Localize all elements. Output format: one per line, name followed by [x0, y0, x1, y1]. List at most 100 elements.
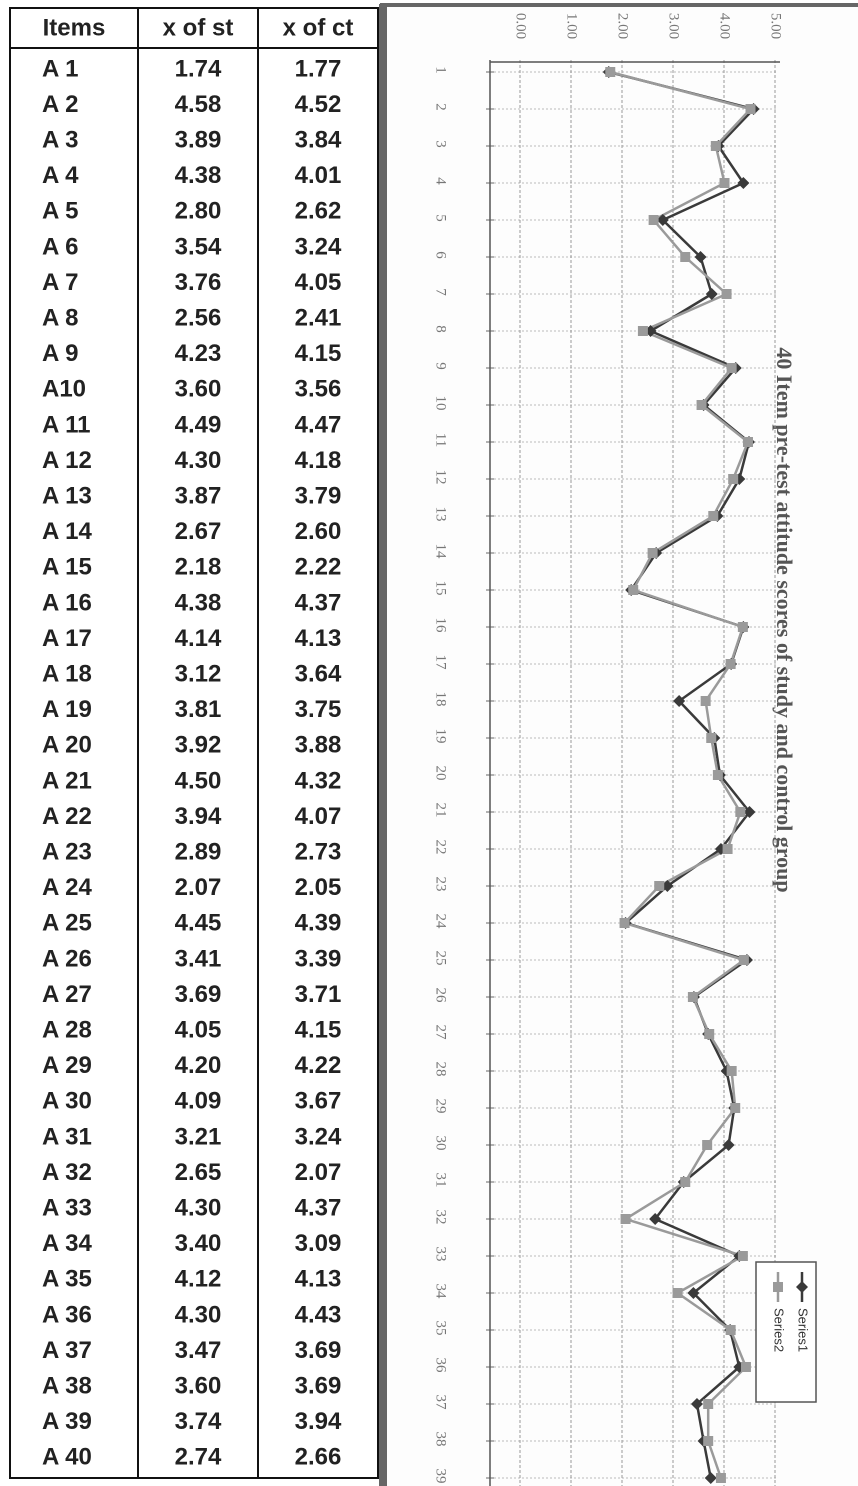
value-cell: 4.01	[295, 162, 342, 189]
item-cell: A 8	[42, 305, 78, 332]
chart-area	[382, 4, 858, 1486]
point-marker	[725, 659, 736, 669]
point-marker	[719, 178, 730, 188]
point-marker	[656, 214, 669, 226]
item-cell: A 17	[42, 625, 92, 652]
point-marker	[628, 585, 639, 595]
point-marker	[673, 695, 686, 707]
value-cell: 2.73	[295, 839, 342, 866]
value-cell: 4.05	[295, 269, 342, 296]
category-label: 17	[433, 655, 449, 671]
value-cell: 4.05	[175, 1017, 222, 1044]
item-cell: A 24	[42, 874, 92, 901]
category-label: 28	[433, 1062, 449, 1077]
value-cell: 2.60	[295, 518, 342, 545]
item-cell: A 20	[42, 732, 92, 759]
item-cell: A 14	[42, 518, 92, 545]
point-marker	[737, 177, 750, 189]
item-cell: A 5	[42, 198, 78, 225]
category-label: 6	[433, 251, 449, 259]
point-marker	[712, 770, 723, 780]
value-tick-label: 2.00	[615, 13, 631, 39]
value-cell: 4.07	[295, 803, 342, 830]
category-label: 38	[433, 1432, 449, 1447]
point-marker	[735, 807, 746, 817]
category-label: 12	[433, 470, 449, 485]
category-label: 21	[433, 803, 449, 818]
item-cell: A 11	[42, 411, 90, 438]
value-cell: 3.94	[295, 1408, 342, 1435]
category-label: 15	[433, 581, 449, 596]
item-cell: A 2	[42, 91, 78, 118]
value-cell: 3.12	[175, 661, 222, 688]
point-marker	[680, 252, 691, 262]
category-label: 32	[433, 1210, 449, 1225]
category-label: 1	[433, 66, 449, 74]
legend-label: Series2	[772, 1308, 787, 1352]
item-cell: A 40	[42, 1444, 92, 1471]
item-cell: A 39	[42, 1408, 92, 1435]
item-cell: A 38	[42, 1373, 92, 1400]
point-marker	[745, 104, 756, 114]
category-label: 2	[433, 103, 449, 111]
category-label: 35	[433, 1321, 449, 1336]
point-marker	[647, 548, 658, 558]
value-cell: 2.07	[175, 874, 222, 901]
value-cell: 2.62	[295, 198, 342, 225]
value-cell: 3.41	[175, 945, 222, 972]
header-cell: Items	[43, 14, 106, 41]
item-cell: A 28	[42, 1017, 92, 1044]
item-cell: A 27	[42, 981, 92, 1008]
item-cell: A 26	[42, 945, 92, 972]
value-cell: 3.84	[295, 127, 342, 154]
value-cell: 4.47	[295, 411, 342, 438]
value-cell: 3.71	[295, 981, 342, 1008]
point-marker	[696, 400, 707, 410]
category-label: 27	[433, 1025, 449, 1041]
point-marker	[738, 955, 749, 965]
item-cell: A 9	[42, 340, 78, 367]
category-label: 20	[433, 766, 449, 781]
header-cell: x of ct	[283, 14, 354, 41]
item-cell: A 12	[42, 447, 92, 474]
item-cell: A 36	[42, 1301, 92, 1328]
category-label: 25	[433, 951, 449, 966]
point-marker	[715, 1473, 726, 1483]
value-cell: 4.30	[175, 1195, 222, 1222]
category-label: 9	[433, 362, 449, 370]
value-cell: 3.67	[295, 1088, 342, 1115]
point-marker	[737, 622, 748, 632]
value-cell: 3.74	[175, 1408, 222, 1435]
category-label: 29	[433, 1099, 449, 1114]
value-cell: 3.39	[295, 945, 342, 972]
category-label: 31	[433, 1173, 449, 1188]
category-label: 14	[433, 544, 449, 560]
category-label: 8	[433, 325, 449, 333]
category-label: 13	[433, 507, 449, 522]
value-cell: 4.13	[295, 625, 342, 652]
category-label: 39	[433, 1469, 449, 1484]
point-marker	[725, 1325, 736, 1335]
value-tick-label: 0.00	[513, 13, 529, 39]
value-cell: 4.43	[295, 1301, 342, 1328]
item-cell: A 22	[42, 803, 92, 830]
value-cell: 4.50	[175, 767, 222, 794]
item-cell: A 15	[42, 554, 92, 581]
value-cell: 4.14	[175, 625, 222, 652]
point-marker	[648, 215, 659, 225]
point-marker	[690, 1398, 703, 1410]
point-marker	[726, 363, 737, 373]
value-cell: 4.18	[295, 447, 342, 474]
value-cell: 3.88	[295, 732, 342, 759]
category-label: 36	[433, 1358, 449, 1374]
value-cell: 4.30	[175, 447, 222, 474]
item-cell: A 29	[42, 1052, 92, 1079]
category-label: 5	[433, 214, 449, 222]
value-cell: 2.18	[175, 554, 222, 581]
item-cell: A 6	[42, 233, 78, 260]
point-marker	[700, 696, 711, 706]
value-cell: 3.54	[175, 233, 222, 260]
point-marker	[740, 1362, 751, 1372]
value-cell: 3.56	[295, 376, 342, 403]
